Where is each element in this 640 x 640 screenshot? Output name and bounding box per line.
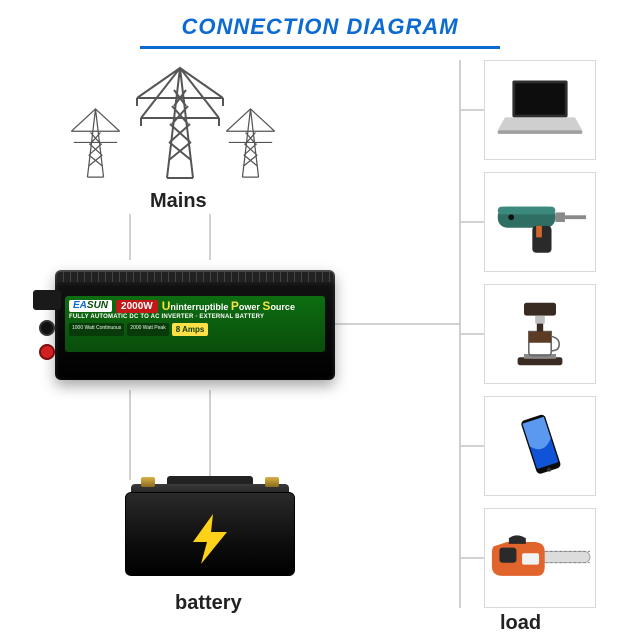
inverter-spec2: 2000 Watt Peak: [127, 323, 168, 336]
battery-terminal-right: [265, 477, 279, 487]
load-column: [484, 60, 604, 620]
mains-node: [70, 60, 290, 190]
battery-terminal-left: [141, 477, 155, 487]
inverter-node: EASUN 2000W Uninterruptible Power Source…: [25, 260, 335, 390]
smartphone-icon: [505, 401, 575, 491]
pylons-icon: [70, 60, 290, 190]
load-item-chainsaw: [484, 508, 596, 608]
title-text: CONNECTION DIAGRAM: [181, 14, 458, 39]
load-item-smartphone: [484, 396, 596, 496]
inverter-amps: 8 Amps: [172, 323, 209, 336]
inverter-spec1: 1000 Watt Continuous: [69, 323, 124, 336]
drill-icon: [492, 183, 588, 261]
inverter-brand-suffix: SUN: [87, 300, 108, 311]
mains-label: Mains: [150, 190, 207, 213]
load-item-coffee-machine: [484, 284, 596, 384]
battery-node: [125, 480, 295, 585]
inverter-wattage: 2000W: [116, 300, 158, 313]
inverter-terminal-positive: [39, 344, 55, 360]
load-label: load: [500, 612, 541, 635]
inverter-label-panel: EASUN 2000W Uninterruptible Power Source…: [65, 296, 325, 352]
inverter-ups-text: Uninterruptible Power Source: [162, 299, 295, 313]
laptop-icon: [494, 73, 586, 147]
battery-lid: [167, 476, 253, 484]
inverter-terminal-negative: [39, 320, 55, 336]
chainsaw-icon: [488, 525, 592, 591]
coffee-machine-icon: [500, 291, 580, 377]
inverter-heatsink: [57, 272, 333, 282]
inverter-subtitle: FULLY AUTOMATIC DC TO AC INVERTER · EXTE…: [69, 314, 321, 320]
page-title: CONNECTION DIAGRAM: [0, 14, 640, 40]
load-item-laptop: [484, 60, 596, 160]
inverter-brand-prefix: EA: [73, 300, 87, 311]
load-item-drill: [484, 172, 596, 272]
lightning-bolt-icon: [187, 514, 233, 564]
title-underline: [140, 46, 500, 49]
battery-label: battery: [175, 592, 242, 615]
inverter-brand: EASUN: [69, 300, 112, 312]
inverter-ac-plug: [33, 290, 61, 310]
